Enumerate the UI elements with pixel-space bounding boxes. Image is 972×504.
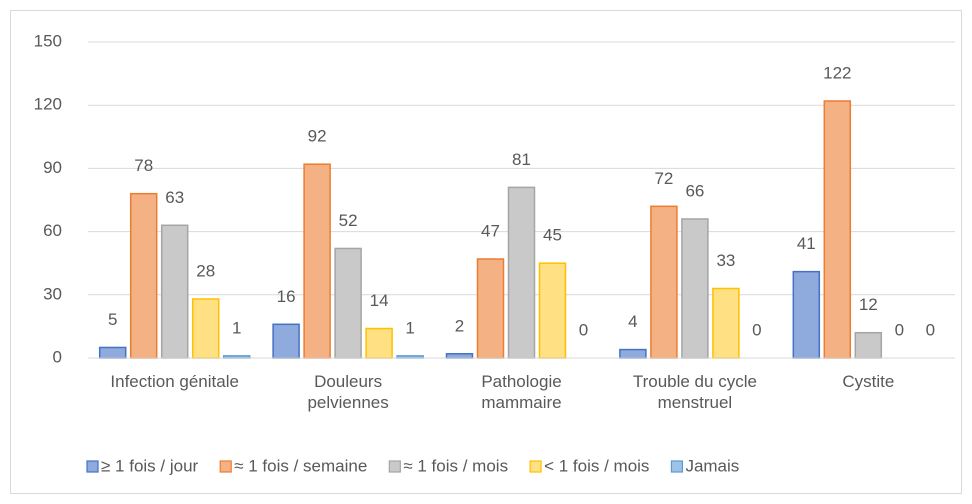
bar xyxy=(98,346,127,359)
bar xyxy=(476,258,505,359)
bar xyxy=(823,100,852,359)
bar xyxy=(303,163,331,359)
data-label: 28 xyxy=(196,261,215,280)
data-label: 41 xyxy=(797,234,816,253)
data-label: 72 xyxy=(654,169,673,188)
bar xyxy=(650,205,678,359)
x-tick-label: Cystite xyxy=(842,372,895,391)
data-label: 52 xyxy=(339,211,358,230)
bar xyxy=(507,186,536,359)
y-tick-label: 90 xyxy=(43,158,62,177)
legend-marker xyxy=(388,460,401,473)
data-label: 0 xyxy=(579,320,588,339)
data-label: 14 xyxy=(370,291,389,310)
legend-marker xyxy=(219,460,232,473)
x-tick-label: Douleurs pelviennes xyxy=(307,372,389,412)
bar xyxy=(792,270,821,359)
bar xyxy=(712,287,740,359)
x-tick-label: Trouble du cycle menstruel xyxy=(632,372,757,412)
bar xyxy=(681,218,709,359)
bar xyxy=(619,348,647,359)
bar xyxy=(191,298,220,359)
bar xyxy=(334,247,362,359)
data-label: 45 xyxy=(543,226,562,245)
legend-label: ≈ 1 fois / semaine xyxy=(234,456,367,475)
data-label: 92 xyxy=(308,127,327,146)
legend-label: Jamais xyxy=(685,456,739,475)
y-tick-label: 30 xyxy=(43,284,62,303)
data-label: 33 xyxy=(716,251,735,270)
bar xyxy=(272,323,300,359)
data-label: 0 xyxy=(752,320,761,339)
data-label: 1 xyxy=(232,318,241,337)
data-label: 5 xyxy=(108,310,117,329)
bar xyxy=(365,327,393,359)
data-label: 63 xyxy=(165,188,184,207)
x-tick-label: Pathologie mammaire xyxy=(481,372,562,412)
y-tick-label: 0 xyxy=(53,347,62,366)
bar xyxy=(538,262,567,359)
bar xyxy=(854,331,883,359)
data-label: 47 xyxy=(481,221,500,240)
legend-label: ≈ 1 fois / mois xyxy=(403,456,508,475)
legend-label: < 1 fois / mois xyxy=(544,456,649,475)
data-label: 122 xyxy=(823,63,851,82)
data-label: 2 xyxy=(455,316,464,335)
legend-marker xyxy=(529,460,542,473)
data-label: 0 xyxy=(926,320,935,339)
x-tick-label: Infection génitale xyxy=(110,372,239,391)
data-label: 12 xyxy=(859,295,878,314)
bar xyxy=(445,353,474,359)
data-label: 4 xyxy=(628,312,637,331)
y-tick-label: 120 xyxy=(34,95,62,114)
data-label: 81 xyxy=(512,150,531,169)
data-label: 78 xyxy=(134,156,153,175)
data-label: 1 xyxy=(405,318,414,337)
bar xyxy=(129,192,158,359)
y-tick-label: 60 xyxy=(43,221,62,240)
legend-label: ≥ 1 fois / jour xyxy=(101,456,199,475)
y-tick-label: 150 xyxy=(34,31,62,50)
data-label: 66 xyxy=(685,181,704,200)
legend-marker xyxy=(670,460,684,473)
bar xyxy=(160,224,189,359)
data-label: 0 xyxy=(895,320,904,339)
data-label: 16 xyxy=(277,287,296,306)
legend-marker xyxy=(86,460,99,473)
